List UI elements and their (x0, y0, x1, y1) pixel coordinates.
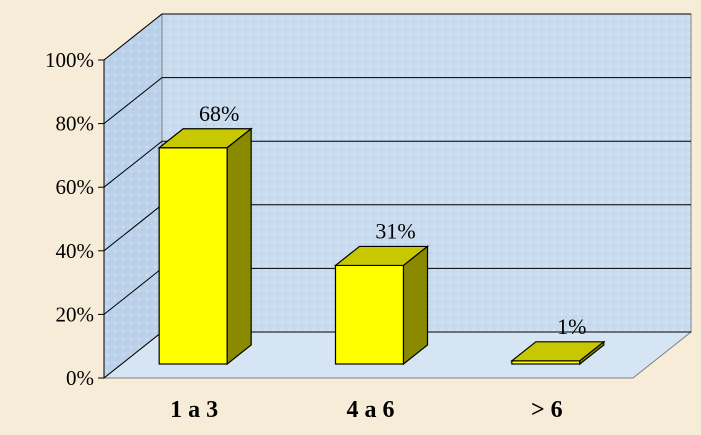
bar-1 (157, 127, 253, 366)
y-tick-label: 60% (56, 175, 95, 199)
x-tick-label: 4 a 6 (347, 397, 395, 423)
gridline (103, 140, 691, 188)
bar-3 (510, 340, 606, 366)
bars (157, 127, 606, 366)
y-axis-ticks: 0% 20% 40% 60% 80% 100% (45, 48, 105, 390)
data-label: 68% (199, 101, 239, 126)
y-tick-label: 100% (45, 48, 94, 72)
gridline (103, 13, 691, 61)
x-tick-label: 1 a 3 (170, 397, 218, 423)
bar-front (158, 147, 228, 365)
bar-side (402, 245, 429, 366)
y-tick-label: 80% (56, 112, 95, 136)
data-labels: 68% 31% 1% (199, 101, 586, 339)
x-tick-label: > 6 (531, 397, 563, 423)
bar-2 (333, 245, 430, 366)
data-label: 31% (375, 218, 415, 243)
x-axis-ticks: 1 a 3 4 a 6 > 6 (170, 397, 563, 423)
y-tick-label: 0% (66, 366, 94, 390)
gridline (103, 77, 691, 124)
bar-side (579, 340, 605, 366)
side-wall (103, 12, 163, 380)
data-label: 1% (557, 314, 586, 339)
y-tick-label: 20% (56, 302, 95, 326)
bar-front (334, 264, 405, 365)
bar-side (226, 127, 252, 366)
y-tick-label: 40% (56, 239, 95, 263)
